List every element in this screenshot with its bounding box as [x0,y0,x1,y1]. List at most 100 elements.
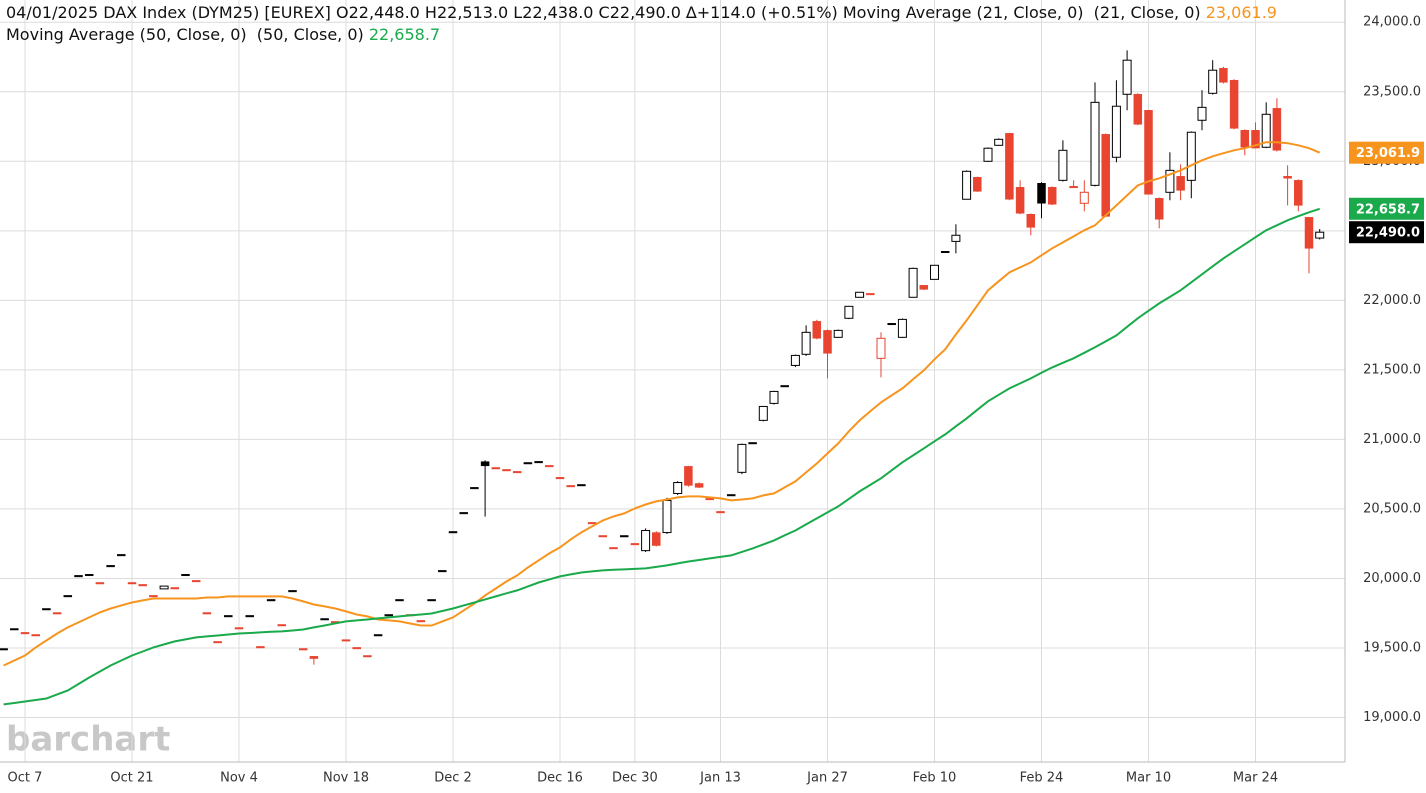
candle-body [491,467,501,470]
candle-body [758,405,768,421]
candle-body [181,574,190,577]
y-tick-label: 22,000.0 [1363,293,1421,308]
candle-body [1272,108,1282,151]
candle-body [598,535,608,538]
candle-body [1219,68,1228,83]
price-tag-label: 23,061.9 [1356,146,1420,161]
candle-body [470,487,479,490]
candle-body [855,291,865,298]
candle-body [245,615,254,618]
price-tag [1349,197,1424,220]
candle-body [95,582,105,585]
candle-body [1122,59,1132,95]
x-tick-label: Mar 24 [1233,771,1278,786]
candle-body [224,615,233,618]
x-tick-label: Nov 18 [323,771,369,786]
candle-body [1251,130,1260,149]
candle-body [117,554,126,557]
candle-body [716,511,725,514]
candle-body [823,330,832,354]
candle-body [1144,110,1153,195]
candle-body [1101,134,1110,217]
candle-body [127,582,137,585]
x-tick-label: Mar 10 [1126,771,1171,786]
candle-body [652,532,661,546]
candle-body [897,318,907,338]
candle-body [609,547,618,550]
title: 04/01/2025 DAX Index (DYM25) [EUREX] O22… [6,3,838,22]
candle-body [1037,183,1046,204]
header-line: 04/01/2025 DAX Index (DYM25) [EUREX] O22… [6,2,1277,24]
y-tick-label: 19,500.0 [1363,640,1421,655]
candle-body [384,614,394,617]
candle-body [641,529,651,552]
candle-body [320,618,329,621]
legend-name: Moving Average (21, Close, 0) (21, Close… [842,3,1201,22]
candle-body [673,482,683,494]
candle-body [459,512,468,515]
candle-body [919,285,929,290]
y-tick-label: 21,500.0 [1363,362,1421,377]
candle-body [52,612,62,615]
price-tag-label: 22,490.0 [1356,226,1420,241]
candle-body [726,494,736,497]
x-tick-label: Nov 4 [220,771,258,786]
candle-body [1261,113,1271,148]
candle-body [769,390,779,404]
watermark: barchart [6,720,170,760]
grid [0,0,1345,762]
candle-body [63,595,73,598]
moving-average-line [3,207,1321,706]
candle-body [994,138,1004,146]
candle-body [1304,217,1314,249]
candle-body [587,522,597,525]
candle-body [427,599,436,602]
candle-body [480,461,490,467]
candle-body [1047,187,1057,205]
candle-body [266,599,276,602]
candle-body [962,170,972,200]
candle-body [887,323,896,326]
y-tick-label: 19,000.0 [1363,710,1421,725]
candle-body [662,499,672,534]
candle-body [1058,149,1068,181]
candle-body [1197,106,1207,121]
candle-body [74,575,83,578]
candle-body [694,483,704,488]
candle-body [1005,133,1014,200]
candle-body [31,634,40,637]
candle-body [170,587,180,590]
y-tick-label: 21,000.0 [1363,432,1421,447]
candle-body [1186,131,1196,181]
candle-body [801,331,811,355]
x-tick-label: Feb 24 [1020,771,1064,786]
y-tick-label: 20,500.0 [1363,501,1421,516]
candle-body [191,580,201,583]
y-tick-label: 23,500.0 [1363,84,1421,99]
candle-body [213,641,222,644]
candle-body [159,585,169,590]
price-tag [1349,141,1424,164]
candle-body [1026,214,1036,228]
candle-body [1240,130,1250,148]
candle-body [630,543,640,546]
candle-body [534,461,543,464]
candle-body [84,574,94,577]
candle-body [876,337,886,359]
candle-body [812,321,822,339]
candle-body [20,632,30,635]
candle-body [309,656,319,659]
candle-body [416,620,426,623]
candle-body [940,251,950,254]
candle-body [202,612,212,615]
candle-body [512,471,522,474]
x-tick-label: Oct 21 [110,771,153,786]
candle-body [234,627,244,630]
price-tag-label: 22,658.7 [1356,202,1420,217]
y-tick-label: 24,000.0 [1363,15,1421,30]
candle-body [790,354,800,366]
header: 04/01/2025 DAX Index (DYM25) [EUREX] O22… [6,2,1277,46]
candle-body [1069,186,1078,189]
